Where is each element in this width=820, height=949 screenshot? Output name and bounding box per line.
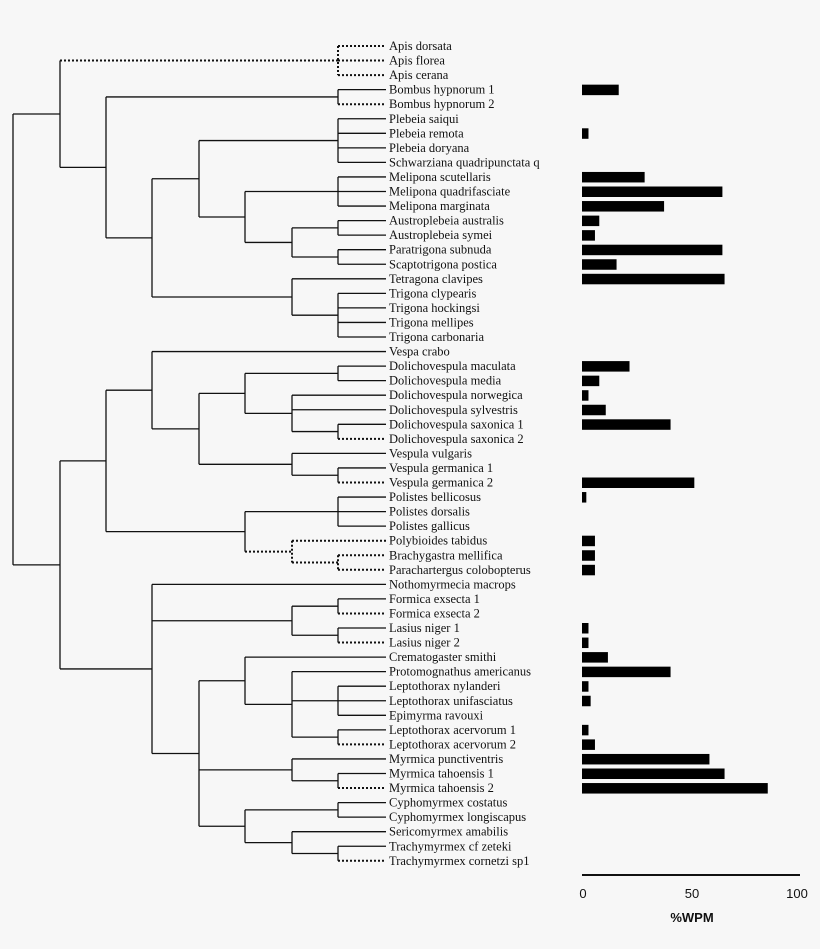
bar bbox=[582, 652, 608, 663]
bar bbox=[582, 230, 595, 241]
taxon-label: Sericomyrmex amabilis bbox=[389, 825, 508, 839]
phylogenetic-tree bbox=[12, 45, 386, 862]
bar bbox=[582, 477, 695, 488]
taxon-label: Trachymyrmex cornetzi sp1 bbox=[389, 854, 529, 868]
taxon-label: Lasius niger 1 bbox=[389, 621, 460, 635]
taxon-label: Dolichovespula sylvestris bbox=[389, 403, 518, 417]
taxon-label: Dolichovespula saxonica 2 bbox=[389, 432, 524, 446]
taxon-label: Austroplebeia australis bbox=[389, 214, 504, 228]
taxon-label: Melipona scutellaris bbox=[389, 170, 491, 184]
taxon-label: Trigona mellipes bbox=[389, 315, 474, 329]
taxon-label: Bombus hypnorum 1 bbox=[389, 83, 495, 97]
taxon-label: Crematogaster smithi bbox=[389, 650, 497, 664]
taxon-label: Cyphomyrmex longiscapus bbox=[389, 810, 526, 824]
bar bbox=[582, 171, 645, 183]
taxon-label: Trachymyrmex cf zeteki bbox=[389, 839, 512, 853]
taxon-label: Leptothorax nylanderi bbox=[389, 679, 501, 693]
taxon-label: Plebeia doryana bbox=[389, 141, 470, 155]
bar bbox=[582, 244, 723, 256]
bar bbox=[582, 419, 671, 430]
bar bbox=[582, 564, 595, 576]
taxon-label: Formica exsecta 1 bbox=[389, 592, 480, 606]
taxon-label: Trigona hockingsi bbox=[389, 301, 480, 315]
taxon-label: Trigona clypearis bbox=[389, 286, 477, 300]
x-tick-label: 100 bbox=[786, 886, 808, 901]
bar bbox=[582, 492, 587, 503]
bar bbox=[582, 724, 589, 736]
x-axis: 0 50 100 %WPM bbox=[579, 874, 808, 925]
taxon-label: Lasius niger 2 bbox=[389, 636, 460, 650]
bar bbox=[582, 404, 606, 416]
taxon-label: Vespula vulgaris bbox=[389, 446, 472, 460]
taxon-label: Paratrigona subnuda bbox=[389, 243, 492, 257]
bar bbox=[582, 375, 600, 387]
bar bbox=[582, 739, 595, 750]
x-tick-label: 0 bbox=[579, 886, 586, 901]
taxon-label: Dolichovespula saxonica 1 bbox=[389, 417, 524, 431]
taxon-label: Scaptotrigona postica bbox=[389, 257, 497, 271]
taxon-label: Polistes bellicosus bbox=[389, 490, 481, 504]
x-tick-label: 50 bbox=[685, 886, 699, 901]
bar bbox=[582, 390, 589, 401]
taxon-label: Leptothorax acervorum 1 bbox=[389, 723, 516, 737]
taxon-label: Polistes gallicus bbox=[389, 519, 470, 533]
taxon-label: Vespa crabo bbox=[389, 345, 450, 359]
bar bbox=[582, 666, 671, 678]
taxon-label: Apis florea bbox=[389, 54, 445, 68]
taxon-label: Myrmica tahoensis 1 bbox=[389, 767, 494, 781]
taxon-label: Melipona marginata bbox=[389, 199, 490, 213]
taxon-label: Dolichovespula maculata bbox=[389, 359, 516, 373]
x-axis-label: %WPM bbox=[670, 910, 713, 925]
bar bbox=[582, 681, 589, 692]
taxon-label: Polistes dorsalis bbox=[389, 505, 470, 519]
taxon-label: Apis dorsata bbox=[389, 39, 452, 53]
bar bbox=[582, 215, 600, 227]
taxon-label: Polybioides tabidus bbox=[389, 534, 487, 548]
bar bbox=[582, 535, 595, 547]
bar bbox=[582, 753, 710, 765]
taxon-label: Leptothorax acervorum 2 bbox=[389, 737, 516, 751]
taxon-label: Leptothorax unifasciatus bbox=[389, 694, 513, 708]
taxon-label: Trigona carbonaria bbox=[389, 330, 484, 344]
bar bbox=[582, 361, 630, 372]
taxon-label: Cyphomyrmex costatus bbox=[389, 796, 508, 810]
taxon-label: Nothomyrmecia macrops bbox=[389, 577, 516, 591]
bar bbox=[582, 273, 725, 285]
taxon-label: Melipona quadrifasciate bbox=[389, 185, 511, 199]
taxon-label: Brachygastra mellifica bbox=[389, 548, 503, 562]
taxon-label: Schwarziana quadripunctata q bbox=[389, 155, 540, 169]
taxon-label: Protomognathus americanus bbox=[389, 665, 531, 679]
bar bbox=[582, 186, 723, 197]
taxon-label: Bombus hypnorum 2 bbox=[389, 97, 495, 111]
taxon-label: Myrmica punctiventris bbox=[389, 752, 503, 766]
bar bbox=[582, 259, 617, 270]
taxon-label: Austroplebeia symei bbox=[389, 228, 493, 242]
taxon-label: Dolichovespula norwegica bbox=[389, 388, 523, 402]
taxon-label: Plebeia saiqui bbox=[389, 112, 459, 126]
taxon-label: Parachartergus colobopterus bbox=[389, 563, 531, 577]
taxon-label: Vespula germanica 2 bbox=[389, 476, 493, 490]
bar bbox=[582, 128, 589, 139]
taxon-label: Apis cerana bbox=[389, 68, 449, 82]
bar bbox=[582, 84, 619, 96]
taxon-label: Tetragona clavipes bbox=[389, 272, 483, 286]
bar bbox=[582, 623, 589, 634]
bar bbox=[582, 768, 725, 779]
taxon-label: Epimyrma ravouxi bbox=[389, 708, 484, 722]
bar bbox=[582, 550, 595, 561]
bar bbox=[582, 637, 589, 649]
bar bbox=[582, 783, 768, 794]
taxon-label: Vespula germanica 1 bbox=[389, 461, 493, 475]
bar bbox=[582, 201, 665, 212]
taxon-label: Formica exsecta 2 bbox=[389, 606, 480, 620]
taxon-label: Plebeia remota bbox=[389, 126, 464, 140]
bars bbox=[582, 84, 768, 794]
taxon-label: Myrmica tahoensis 2 bbox=[389, 781, 494, 795]
taxon-label: Dolichovespula media bbox=[389, 374, 502, 388]
bar bbox=[582, 695, 591, 707]
